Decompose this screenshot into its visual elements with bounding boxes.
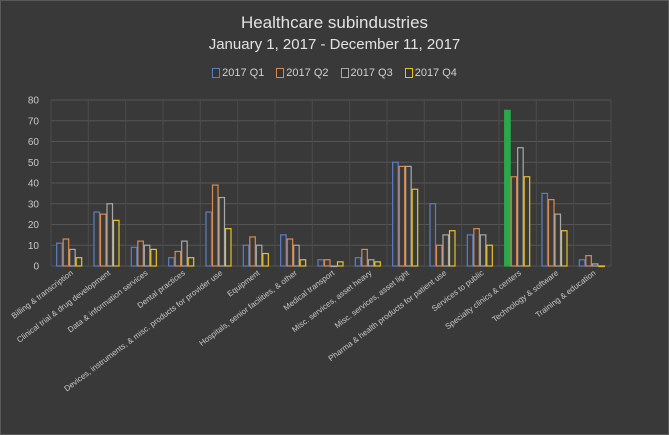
category-label: Specialty clinics & centers — [444, 268, 523, 331]
legend-label-q4: 2017 Q4 — [414, 67, 457, 79]
bar-2017-q1-9 — [392, 161, 399, 267]
bar-2017-q1-5 — [242, 244, 250, 267]
bar-2017-q2-1 — [99, 213, 107, 267]
bar-2017-q3-7 — [330, 265, 338, 268]
category-label: Technology & software — [490, 268, 560, 324]
bar-2017-q3-11 — [479, 234, 487, 267]
category-label: Equipment — [226, 268, 263, 299]
y-tick-label: 50 — [28, 158, 40, 169]
bar-2017-q4-11 — [486, 244, 493, 267]
y-tick-label: 20 — [28, 220, 40, 231]
bar-2017-q1-6 — [280, 234, 287, 267]
bar-2017-q4-6 — [299, 259, 307, 267]
bar-2017-q3-10 — [442, 234, 450, 267]
bar-2017-q2-6 — [286, 238, 294, 267]
legend-swatch-q1 — [212, 68, 221, 78]
bar-2017-q3-14 — [591, 263, 599, 267]
bar-2017-q3-8 — [367, 259, 375, 267]
bar-2017-q2-11 — [473, 228, 480, 267]
bar-2017-q4-9 — [411, 188, 419, 267]
bar-2017-q1-3 — [168, 257, 175, 267]
legend-label-q3: 2017 Q3 — [350, 67, 393, 79]
legend-item-q1: 2017 Q1 — [212, 67, 264, 79]
bar-2017-q1-14 — [578, 259, 586, 267]
y-tick-label: 10 — [28, 241, 40, 252]
bar-2017-q3-2 — [143, 244, 151, 267]
legend-swatch-q3 — [340, 68, 349, 78]
legend: 2017 Q1 2017 Q2 2017 Q3 2017 Q4 — [1, 67, 668, 79]
bar-2017-q4-7 — [336, 261, 344, 267]
y-tick-label: 30 — [28, 199, 40, 210]
y-tick-label: 40 — [28, 179, 40, 190]
bar-2017-q4-13 — [560, 230, 568, 267]
bar-2017-q4-3 — [187, 257, 195, 267]
legend-item-q2: 2017 Q2 — [276, 67, 329, 79]
bar-2017-q2-4 — [211, 184, 219, 267]
bar-2017-q4-0 — [75, 257, 83, 267]
category-label: Billing & transcription — [10, 268, 75, 320]
bar-2017-q4-8 — [374, 261, 381, 267]
bar-2017-q3-13 — [554, 213, 562, 267]
bar-2017-q3-6 — [293, 244, 300, 267]
bar-2017-q1-2 — [130, 246, 138, 267]
chart-subtitle: January 1, 2017 - December 11, 2017 — [208, 36, 461, 53]
bar-2017-q4-12 — [523, 176, 531, 267]
bar-2017-q4-4 — [224, 228, 232, 267]
bar-2017-q1-7 — [317, 259, 325, 267]
bar-2017-q3-4 — [218, 196, 226, 267]
bar-2017-q3-5 — [255, 244, 263, 267]
bar-2017-q1-1 — [93, 211, 101, 267]
y-tick-label: 60 — [28, 137, 40, 148]
legend-label-q2: 2017 Q2 — [286, 67, 329, 79]
bar-2017-q2-8 — [361, 248, 368, 267]
bar-2017-q3-1 — [106, 203, 114, 267]
bar-2017-q2-3 — [174, 250, 182, 267]
bar-2017-q3-9 — [405, 165, 412, 267]
bar-2017-q3-0 — [69, 248, 76, 267]
bar-2017-q2-9 — [398, 165, 406, 267]
bar-2017-q2-10 — [435, 244, 443, 267]
bar-2017-q2-7 — [323, 259, 331, 267]
bar-2017-q1-11 — [466, 234, 474, 267]
legend-item-q4: 2017 Q4 — [404, 67, 457, 79]
chart-title: Healthcare subindustries — [240, 13, 429, 32]
legend-item-q3: 2017 Q3 — [340, 67, 393, 79]
bar-2017-q2-13 — [547, 199, 555, 267]
legend-label-q1: 2017 Q1 — [222, 67, 265, 79]
bar-2017-q2-14 — [585, 255, 592, 267]
bar-2017-q4-5 — [262, 252, 269, 267]
bar-2017-q2-0 — [62, 238, 70, 267]
bar-2017-q4-1 — [112, 219, 120, 267]
bar-2017-q2-2 — [137, 240, 144, 267]
bar-2017-q1-0 — [56, 242, 63, 267]
bar-2017-q1-12 — [504, 109, 511, 267]
y-tick-label: 0 — [33, 262, 39, 273]
y-tick-label: 70 — [28, 116, 40, 127]
bar-2017-q1-10 — [429, 203, 437, 267]
bar-2017-q4-10 — [448, 230, 456, 267]
bar-2017-q2-12 — [510, 176, 518, 267]
bar-2017-q3-12 — [517, 147, 524, 267]
legend-swatch-q2 — [276, 68, 285, 78]
bar-2017-q3-3 — [181, 240, 188, 267]
y-tick-label: 80 — [28, 96, 40, 107]
bar-2017-q1-8 — [354, 257, 362, 267]
bar-2017-q2-5 — [249, 236, 256, 267]
bar-2017-q4-2 — [150, 248, 157, 267]
bar-2017-q4-14 — [598, 265, 605, 268]
bar-2017-q1-4 — [205, 211, 213, 267]
bar-2017-q1-13 — [541, 192, 549, 267]
legend-swatch-q4 — [404, 68, 413, 78]
